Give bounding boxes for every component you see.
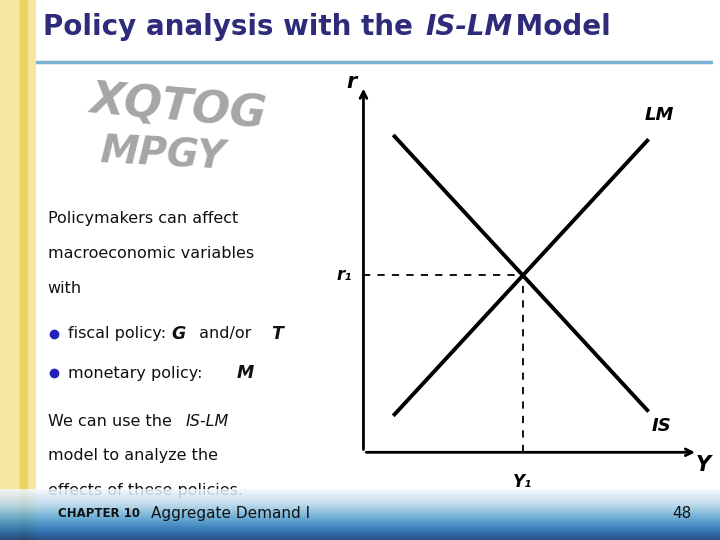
Text: Aggregate Demand I: Aggregate Demand I xyxy=(151,506,310,521)
Text: IS: IS xyxy=(651,417,671,435)
Text: r₁: r₁ xyxy=(336,266,352,285)
Text: Y: Y xyxy=(696,455,711,475)
Text: G: G xyxy=(172,325,186,343)
Text: We can use the: We can use the xyxy=(48,414,177,429)
Text: fiscal policy:: fiscal policy: xyxy=(68,327,172,341)
Text: M: M xyxy=(237,364,254,382)
Text: IS-LM: IS-LM xyxy=(185,414,228,429)
Text: LM: LM xyxy=(644,105,674,124)
Text: model to analyze the: model to analyze the xyxy=(48,449,218,463)
Text: MPGY: MPGY xyxy=(99,132,227,177)
Text: T: T xyxy=(271,325,282,343)
Bar xyxy=(27,0,36,540)
Text: CHAPTER 10: CHAPTER 10 xyxy=(58,507,140,520)
Text: monetary policy:: monetary policy: xyxy=(68,366,213,381)
Text: and/or: and/or xyxy=(194,327,256,341)
Bar xyxy=(20,0,27,540)
Text: Y₁: Y₁ xyxy=(513,474,533,491)
Text: macroeconomic variables: macroeconomic variables xyxy=(48,246,254,261)
Text: Policymakers can affect: Policymakers can affect xyxy=(48,211,238,226)
Text: 48: 48 xyxy=(672,506,691,521)
Text: with: with xyxy=(48,281,82,296)
Text: XQTOG: XQTOG xyxy=(88,78,268,137)
Text: Policy analysis with the: Policy analysis with the xyxy=(42,13,422,41)
Text: IS-LM: IS-LM xyxy=(426,13,513,41)
Text: effects of these policies.: effects of these policies. xyxy=(48,483,243,498)
Text: r: r xyxy=(346,72,357,92)
Text: Model: Model xyxy=(506,13,611,41)
